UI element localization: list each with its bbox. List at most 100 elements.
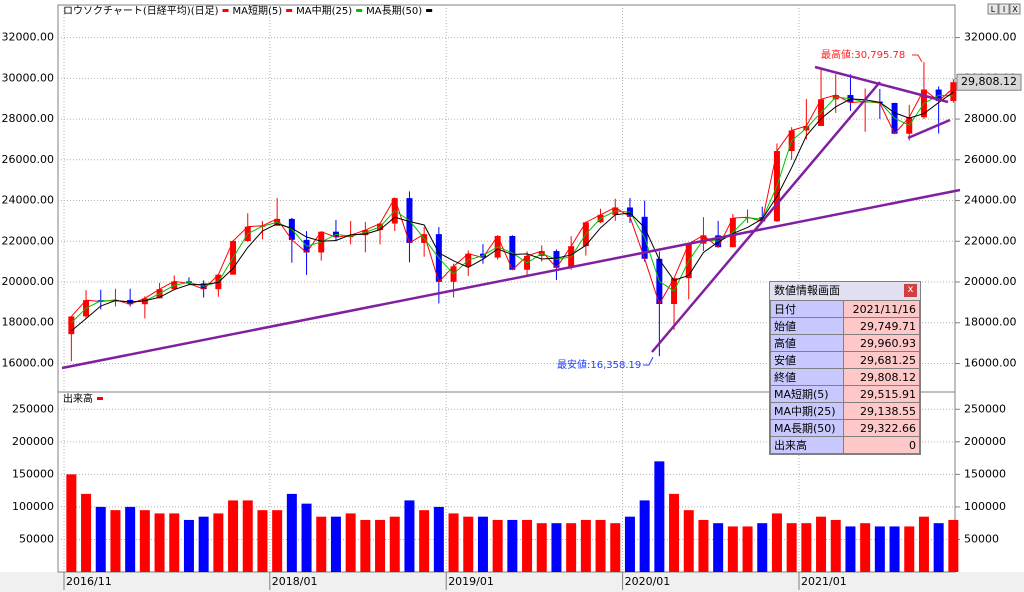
volume-bar [889, 526, 900, 572]
y-tick-label: 32000.00 [964, 31, 1017, 44]
volume-bar [183, 519, 194, 572]
legend-label: MA長期(50) [366, 5, 422, 17]
volume-bar [933, 523, 944, 572]
close-button[interactable]: x [904, 284, 917, 297]
volume-bar [713, 523, 724, 572]
volume-bar [860, 523, 871, 572]
legend-swatch [356, 9, 363, 12]
volume-bar [566, 523, 577, 572]
annotation-arrow [643, 356, 654, 366]
volume-bar [757, 523, 768, 572]
volume-bar [698, 519, 709, 572]
volume-bar [742, 526, 753, 572]
info-label: MA短期(5) [770, 385, 844, 403]
y-tick-label: 50000 [964, 532, 999, 545]
volume-bar [433, 506, 444, 572]
legend-swatch [286, 9, 293, 12]
volume-bar [463, 516, 474, 572]
volume-bar [580, 519, 591, 572]
y-tick-label: 26000.00 [2, 153, 55, 166]
volume-bar [610, 523, 621, 572]
trend-line [814, 65, 949, 104]
volume-bar [507, 519, 518, 572]
price-tag-label: 29,808.12 [961, 75, 1017, 88]
volume-bar [624, 516, 635, 572]
info-label: 終値 [770, 368, 844, 386]
volume-bar [110, 510, 121, 572]
volume-bar [286, 493, 297, 572]
info-row: MA中期(25) 29,138.55 [770, 402, 920, 420]
volume-bar [595, 519, 606, 572]
info-value: 2021/11/16 [843, 300, 920, 318]
chart-title: ロウソクチャート(日経平均)(日足) [63, 4, 219, 17]
y-tick-label: 26000.00 [964, 153, 1017, 166]
info-title: 数値情報画面 [774, 284, 840, 297]
volume-bar [904, 526, 915, 572]
volume-bar [213, 513, 224, 572]
y-tick-label: 22000.00 [964, 234, 1017, 247]
volume-bar [330, 516, 341, 572]
y-tick-label: 16000.00 [2, 356, 55, 369]
legend-label: MA短期(5) [233, 4, 283, 17]
volume-bar [198, 516, 209, 572]
x-axis-band [0, 572, 1024, 592]
window-button[interactable] [987, 3, 999, 15]
volume-bar [669, 493, 680, 572]
info-label: 高値 [770, 334, 844, 352]
info-row: MA長期(50) 29,322.66 [770, 419, 920, 437]
window-button[interactable] [1009, 3, 1021, 15]
volume-bar [536, 523, 547, 572]
trend-line [651, 81, 881, 353]
annotation-arrow [912, 54, 923, 63]
volume-bar [404, 500, 415, 572]
info-label: MA長期(50) [770, 419, 844, 437]
info-value: 29,681.25 [843, 351, 920, 369]
info-value: 29,749.71 [843, 317, 920, 335]
window-button-label: I [1003, 5, 1005, 14]
volume-bar [448, 513, 459, 572]
x-tick-label: 2019/01 [448, 575, 494, 588]
info-label: 安値 [770, 351, 844, 369]
info-row: 始値 29,749.71 [770, 317, 920, 335]
window-button[interactable] [998, 3, 1010, 15]
window-button-label: L [991, 5, 996, 14]
info-title-bar: 数値情報画面 x [770, 282, 920, 300]
y-tick-label: 20000.00 [2, 275, 55, 288]
volume-bar [257, 510, 268, 572]
volume-bar [360, 519, 371, 572]
info-label: MA中期(25) [770, 402, 844, 420]
info-value: 29,138.55 [843, 402, 920, 420]
y-tick-label: 32000.00 [2, 31, 55, 44]
volume-bar [81, 493, 92, 572]
y-tick-label: 50000 [19, 532, 54, 545]
volume-bar [522, 519, 533, 572]
volume-bar [654, 461, 665, 572]
volume-bar [830, 519, 841, 572]
low-annotation: 最安値:16,358.19 [557, 358, 641, 371]
volume-bar [139, 510, 150, 572]
y-tick-label: 100000 [964, 500, 1006, 513]
volume-bar [845, 526, 856, 572]
volume-bar [169, 513, 180, 572]
info-row: 日付 2021/11/16 [770, 300, 920, 318]
volume-bar [551, 523, 562, 572]
trend-lines [61, 65, 961, 370]
legend-label: MA中期(25) [296, 4, 352, 17]
candle-body [68, 316, 75, 335]
trend-line [61, 188, 961, 370]
info-value: 0 [843, 436, 920, 454]
volume-bar [345, 513, 356, 572]
volume-bar [242, 500, 253, 572]
volume-bar [683, 510, 694, 572]
info-value: 29,960.93 [843, 334, 920, 352]
y-tick-label: 150000 [12, 467, 54, 480]
volume-bar [492, 519, 503, 572]
x-tick-label: 2016/11 [66, 575, 112, 588]
volume-swatch [97, 397, 103, 400]
candle-body [950, 82, 957, 101]
volume-bar [727, 526, 738, 572]
y-tick-label: 100000 [12, 500, 54, 513]
price-tag [956, 73, 1022, 91]
volume-bar [786, 523, 797, 572]
